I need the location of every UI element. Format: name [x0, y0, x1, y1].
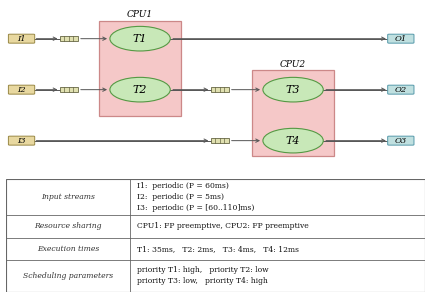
Text: I1: I1 [17, 35, 26, 43]
Text: T3: T3 [285, 85, 300, 95]
Bar [60, 36, 78, 41]
Text: I1:  periodic (P = 60ms)
I2:  periodic (P = 5ms)
I3:  periodic (P = [60..110]ms): I1: periodic (P = 60ms) I2: periodic (P … [137, 182, 254, 212]
FancyBboxPatch shape [9, 34, 34, 43]
Text: O2: O2 [394, 86, 406, 94]
FancyBboxPatch shape [9, 85, 34, 94]
Text: Execution times: Execution times [37, 245, 99, 253]
FancyBboxPatch shape [9, 136, 34, 145]
Text: T2: T2 [132, 85, 147, 95]
FancyBboxPatch shape [387, 34, 413, 43]
Bar [210, 87, 228, 92]
Bar [99, 21, 181, 116]
Circle shape [262, 128, 322, 153]
Text: Input streams: Input streams [41, 193, 95, 201]
Text: T1: 35ms,   T2: 2ms,   T3: 4ms,   T4: 12ms: T1: 35ms, T2: 2ms, T3: 4ms, T4: 12ms [137, 245, 298, 253]
Text: O3: O3 [394, 137, 406, 145]
Text: CPU2: CPU2 [280, 59, 305, 69]
Text: Scheduling parameters: Scheduling parameters [23, 272, 113, 280]
Bar [210, 138, 228, 143]
Text: priority T1: high,   priority T2: low
priority T3: low,   priority T4: high: priority T1: high, priority T2: low prio… [137, 266, 268, 285]
Text: I3: I3 [17, 137, 26, 145]
Text: I2: I2 [17, 86, 26, 94]
Bar [252, 70, 333, 156]
FancyBboxPatch shape [387, 85, 413, 94]
Circle shape [110, 77, 170, 102]
Text: T4: T4 [285, 136, 300, 146]
Bar [60, 87, 78, 92]
Text: O1: O1 [394, 35, 406, 43]
Text: CPU1: FP preemptive, CPU2: FP preemptive: CPU1: FP preemptive, CPU2: FP preemptive [137, 222, 308, 230]
Circle shape [262, 77, 322, 102]
Text: CPU1: CPU1 [127, 10, 153, 19]
Circle shape [110, 26, 170, 51]
Text: Resource sharing: Resource sharing [34, 222, 101, 230]
Text: T1: T1 [132, 34, 147, 44]
FancyBboxPatch shape [387, 136, 413, 145]
